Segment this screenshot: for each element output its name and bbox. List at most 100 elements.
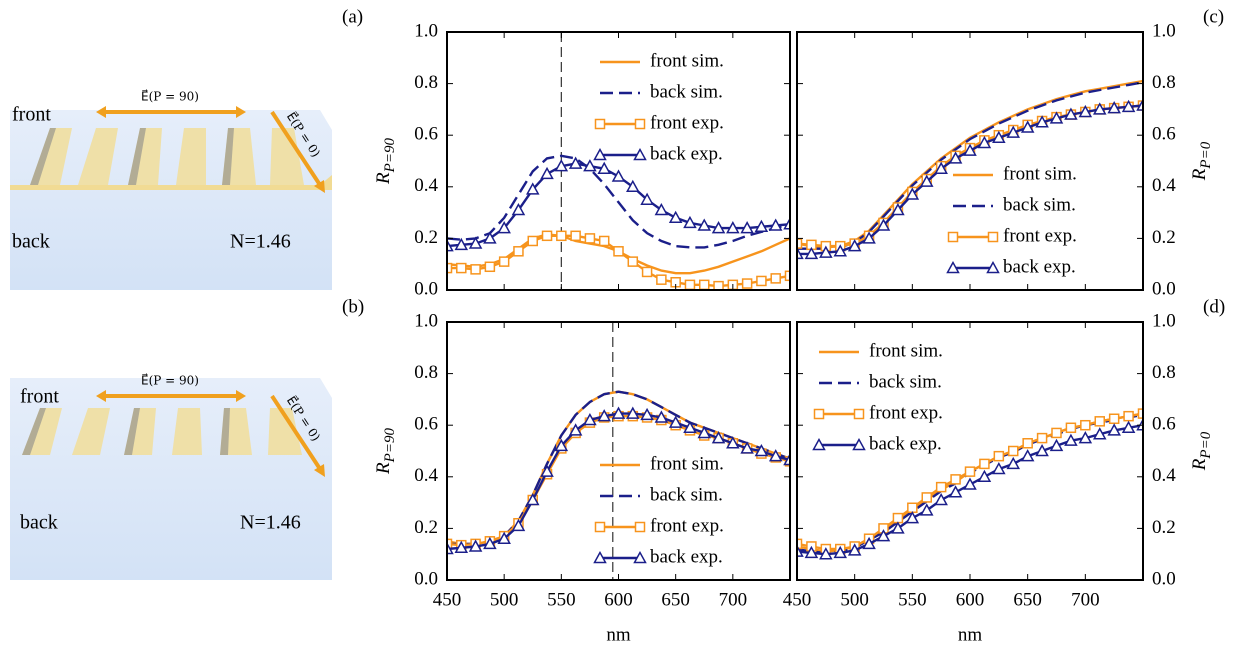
marker: [626, 179, 640, 193]
y-tick-label: 0.6: [1152, 124, 1176, 145]
marker: [568, 423, 583, 436]
x-tick-label: 600: [604, 589, 633, 610]
series-line: [797, 79, 1143, 249]
diagram-label: back: [12, 231, 50, 253]
marker: [583, 159, 597, 172]
marker: [1020, 120, 1035, 133]
plot-frame: [796, 321, 1144, 581]
marker: [1006, 125, 1021, 138]
marker: [1078, 431, 1093, 444]
y-axis-label: RP=0: [1189, 141, 1214, 181]
marker: [656, 274, 667, 285]
y-tick-label: 1.0: [1152, 20, 1176, 41]
y-tick-label: 0.2: [414, 227, 438, 248]
marker: [613, 246, 624, 257]
y-axis-label-sub: P=90: [382, 138, 398, 174]
y-axis-label: RP=90: [373, 138, 398, 185]
y-axis-label-sub: P=0: [1198, 141, 1214, 169]
marker: [483, 231, 497, 244]
marker: [804, 246, 819, 260]
y-axis-label-main: R: [1189, 168, 1210, 181]
marker: [987, 231, 999, 243]
marker: [468, 236, 483, 249]
x-axis-label: nm: [958, 624, 983, 645]
marker: [640, 407, 654, 421]
plot-area: [447, 32, 790, 290]
marker: [611, 406, 626, 419]
diagram-label: front: [20, 386, 59, 408]
field-label: E⃗(P = 90): [141, 372, 199, 387]
y-tick-label: 0.4: [1152, 175, 1176, 196]
sample-diagram: front back N=1.46 E⃗(P = 90) E⃗(P = 0): [10, 88, 332, 290]
x-tick-label: 450: [433, 589, 462, 610]
marker: [594, 521, 606, 533]
y-tick-label: 0.8: [1152, 362, 1176, 383]
marker: [754, 443, 769, 457]
marker: [876, 529, 891, 542]
marker: [819, 245, 833, 258]
marker: [892, 512, 904, 524]
marker: [583, 412, 597, 426]
marker: [992, 130, 1006, 144]
marker: [593, 147, 607, 161]
y-tick-label: 0.0: [414, 568, 438, 589]
x-tick-label: 500: [840, 589, 869, 610]
marker: [527, 235, 538, 247]
marker: [483, 536, 497, 550]
marker: [1049, 438, 1064, 452]
marker: [454, 237, 469, 251]
series-line: [447, 412, 790, 551]
marker: [1036, 432, 1048, 444]
plot-frame: [796, 31, 1144, 291]
marker: [797, 544, 804, 557]
marker: [468, 539, 483, 552]
marker: [935, 481, 947, 493]
marker: [668, 210, 683, 224]
sample-diagram: front back N=1.46 E⃗(P = 90) E⃗(P = 0): [10, 372, 332, 580]
marker: [986, 260, 1000, 274]
y-tick-label: 0.8: [1152, 72, 1176, 93]
marker: [584, 233, 596, 244]
marker: [711, 431, 726, 444]
marker: [597, 161, 611, 174]
marker: [447, 262, 453, 274]
marker: [568, 156, 583, 169]
panel-label: (c): [1203, 6, 1224, 27]
y-tick-label: 1.0: [414, 310, 438, 331]
marker: [891, 202, 905, 216]
marker: [1080, 419, 1091, 431]
legend-label: back sim.: [650, 81, 723, 102]
legend-label: back exp.: [650, 546, 723, 567]
marker: [711, 221, 726, 234]
marker: [919, 503, 934, 516]
marker: [511, 518, 526, 532]
legend-label: front exp.: [650, 515, 724, 536]
marker: [905, 187, 920, 200]
marker: [1064, 433, 1078, 446]
marker: [992, 462, 1006, 475]
marker: [1065, 422, 1077, 434]
marker: [594, 118, 606, 130]
marker: [934, 492, 948, 506]
x-tick-label: 450: [783, 589, 812, 610]
legend-label: front sim.: [1003, 163, 1077, 184]
marker: [633, 550, 647, 564]
marker: [905, 511, 920, 524]
marker: [891, 521, 905, 534]
marker: [977, 469, 992, 483]
marker: [847, 543, 862, 556]
marker: [1121, 99, 1136, 113]
marker: [768, 449, 783, 462]
legend-label: front exp.: [1003, 225, 1077, 246]
marker: [852, 437, 866, 451]
legend-label: back exp.: [1003, 256, 1076, 277]
marker: [684, 279, 696, 290]
x-tick-label: 700: [719, 589, 748, 610]
marker: [497, 221, 511, 234]
y-tick-label: 0.2: [1152, 517, 1176, 538]
plot-area: [797, 79, 1143, 260]
y-tick-label: 0.0: [1152, 278, 1176, 299]
marker: [654, 202, 669, 216]
legend-label: back sim.: [1003, 194, 1076, 215]
